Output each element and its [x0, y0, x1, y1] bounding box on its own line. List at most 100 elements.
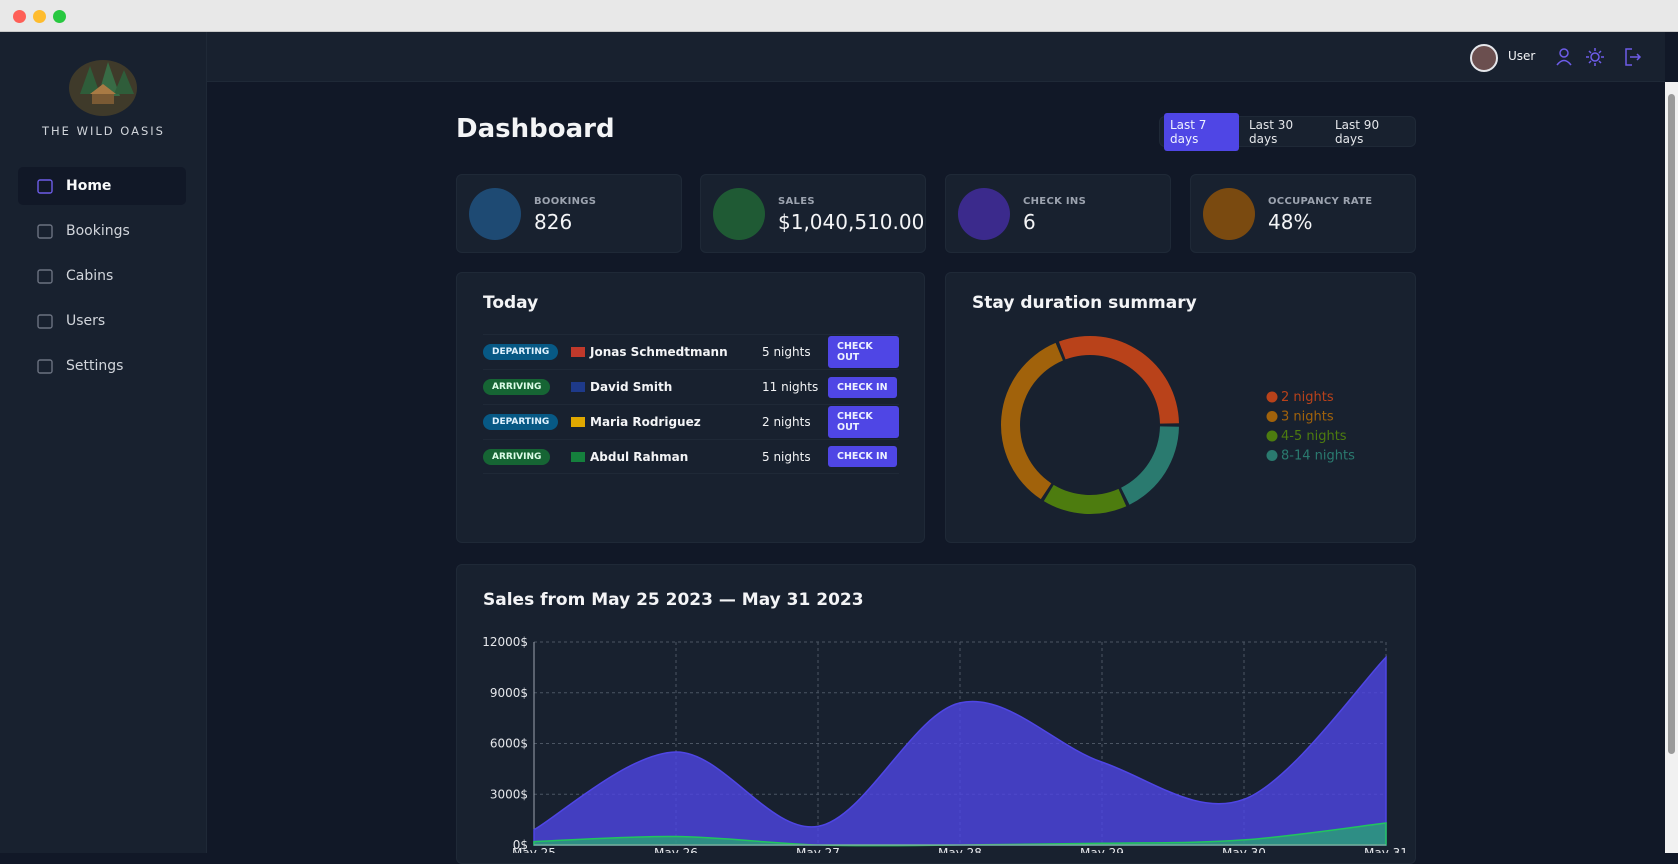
stat-label: CHECK INS: [1023, 196, 1087, 207]
flag: [571, 347, 585, 357]
guest-name: Abdul Rahman: [590, 449, 689, 464]
card-title: Sales from May 25 2023 — May 31 2023: [483, 590, 864, 610]
area: [533, 655, 1387, 846]
logout-icon[interactable]: [1625, 48, 1642, 66]
nights: 2 nights: [762, 415, 811, 429]
x-tick-label: May 28: [938, 846, 982, 853]
sidebar: THE WILD OASIS Home Bookings Cabins Users Se…: [0, 32, 207, 853]
stat-value: 826: [534, 210, 573, 234]
stat-icon: [958, 188, 1010, 240]
stat-icon: [469, 188, 521, 240]
close-button[interactable]: [13, 10, 26, 23]
status-badge: DEPARTING: [483, 344, 559, 360]
status-badge: DEPARTING: [483, 414, 559, 430]
y-tick-label: 0$: [513, 838, 528, 852]
today-row: ARRIVING David Smith 11 nights CHECK IN: [483, 369, 899, 404]
x-tick-label: May 30: [1222, 846, 1266, 853]
action-button[interactable]: CHECK OUT: [828, 336, 899, 368]
today-card: Today DEPARTING Jonas Schmedtmann 5 nights…: [456, 272, 925, 543]
stat-label: SALES: [778, 196, 815, 207]
guest-name: Maria Rodriguez: [590, 415, 701, 429]
guest-name: David Smith: [590, 380, 673, 394]
filter-button[interactable]: Last 90 days: [1335, 117, 1380, 146]
avatar: [1470, 44, 1498, 72]
filter-group: Last 7 days Last 30 days Last 90 days: [1159, 112, 1416, 151]
user-name: User: [1508, 49, 1536, 63]
x-tick-label: May 25: [512, 846, 556, 853]
legend-label: 2 nights: [1281, 390, 1334, 405]
filter-button[interactable]: Last 7 days: [1164, 112, 1239, 151]
theme-icon[interactable]: [1590, 52, 1600, 62]
minimize-button[interactable]: [33, 10, 46, 23]
legend-swatch: [1266, 430, 1278, 442]
duration-chart: 2 nights 3 nights 4-5 nights 8-14 nights: [1001, 335, 1355, 514]
x-tick-label: May 29: [1080, 846, 1124, 853]
nav-item[interactable]: Cabins: [18, 257, 186, 295]
x-tick-label: May 31: [1364, 846, 1408, 853]
stat-value: 48%: [1268, 210, 1313, 234]
nights: 11 nights: [762, 380, 819, 394]
header-icons: [1556, 48, 1642, 66]
nav-icon: [37, 359, 53, 374]
x-tick-label: May 27: [796, 846, 840, 853]
pie-slice: [1043, 484, 1127, 514]
sales-chart: 0$ 3000$ 6000$ 9000$ 12000$ May 25 May 26 May 2…: [482, 635, 1408, 853]
brand: THE WILD OASIS: [42, 124, 165, 138]
action-button[interactable]: CHECK IN: [828, 446, 897, 467]
flag: [571, 382, 585, 392]
nights: 5 nights: [762, 449, 811, 464]
nav-icon: [37, 269, 53, 284]
pie-slice: [1058, 335, 1179, 424]
stat-icon: [713, 188, 765, 240]
nav-icon: [37, 224, 53, 239]
y-tick-label: 3000$: [490, 787, 528, 801]
y-tick-label: 6000$: [490, 737, 528, 751]
nav-icon: [37, 179, 53, 194]
nav-item[interactable]: Home: [18, 167, 186, 205]
legend-label: 3 nights: [1281, 410, 1334, 425]
stat-card: SALES $1,040,510.00: [700, 174, 926, 253]
pie-slice: [1121, 426, 1179, 505]
guest-name: Jonas Schmedtmann: [590, 345, 728, 359]
today-row: DEPARTING Maria Rodriguez 2 nights CHECK OU…: [483, 404, 899, 439]
scrollbar[interactable]: [1665, 82, 1678, 853]
stat-value: 6: [1023, 210, 1036, 234]
today-row: ARRIVING Abdul Rahman 5 nights CHECK IN: [483, 439, 899, 474]
y-tick-label: 9000$: [490, 686, 528, 700]
nav-item[interactable]: Bookings: [18, 212, 186, 250]
filter-button[interactable]: Last 30 days: [1249, 117, 1294, 146]
duration-card: Stay duration summary 2 nights 3 nights 4-…: [945, 272, 1416, 543]
x-tick-label: May 26: [654, 846, 698, 853]
card-title: Stay duration summary: [972, 293, 1197, 313]
legend-label: 4-5 nights: [1281, 429, 1347, 444]
stat-value: $1,040,510.00: [778, 210, 925, 234]
flag: [571, 417, 585, 427]
stat-label: OCCUPANCY RATE: [1268, 196, 1373, 207]
page-title: Dashboard: [456, 114, 615, 144]
legend-swatch: [1266, 391, 1278, 403]
stat-card: BOOKINGS 826: [456, 174, 682, 253]
status-badge: ARRIVING: [483, 379, 551, 395]
account-icon[interactable]: [1559, 48, 1569, 58]
status-badge: ARRIVING: [483, 448, 551, 465]
stat-card: CHECK INS 6: [945, 174, 1171, 253]
y-tick-label: 12000$: [482, 635, 528, 649]
sales-card: Sales from May 25 2023 — May 31 2023 0$ 3…: [456, 564, 1416, 864]
stat-label: BOOKINGS: [534, 196, 597, 207]
nav-icon: [37, 314, 53, 329]
nav-item[interactable]: Users: [18, 302, 186, 340]
action-button[interactable]: CHECK OUT: [828, 406, 899, 438]
header: User: [207, 32, 1665, 82]
legend-label: 8-14 nights: [1281, 449, 1355, 464]
maximize-button[interactable]: [53, 10, 66, 23]
nav-item[interactable]: Settings: [18, 347, 186, 385]
legend-swatch: [1266, 450, 1278, 461]
logo: [69, 60, 137, 116]
stat-card: OCCUPANCY RATE 48%: [1190, 174, 1416, 253]
action-button[interactable]: CHECK IN: [828, 376, 897, 398]
stat-icon: [1203, 188, 1255, 240]
nights: 5 nights: [762, 345, 811, 359]
browser-bar: [0, 0, 1678, 32]
legend-swatch: [1266, 411, 1278, 422]
